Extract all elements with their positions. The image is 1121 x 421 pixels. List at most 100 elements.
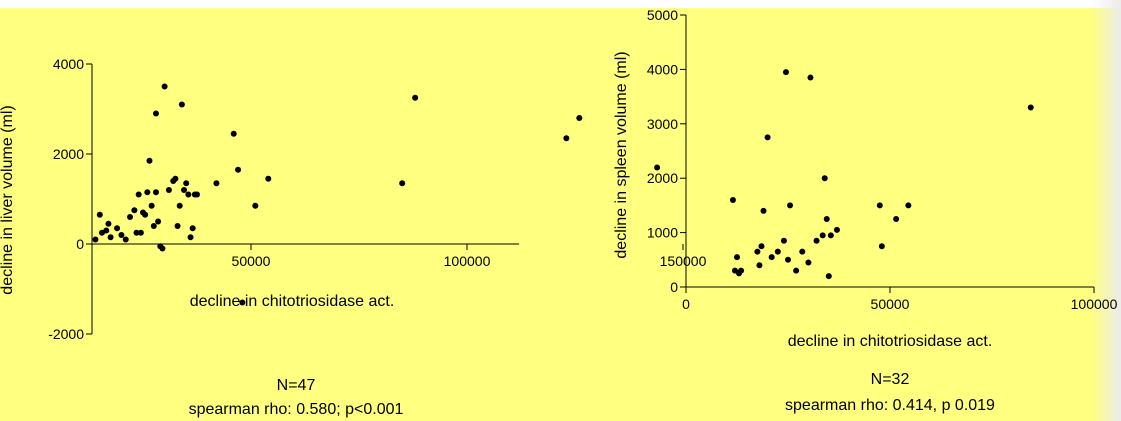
r-y-tick-label: 3000: [647, 116, 678, 132]
l-data-point: [144, 189, 151, 196]
l-x-tick-label: 150000: [660, 253, 707, 269]
l-data-point: [142, 211, 149, 218]
r-data-point: [756, 262, 763, 269]
l-y-tick-label: -2000: [48, 326, 84, 342]
l-data-point: [576, 115, 583, 121]
l-data-point: [133, 229, 140, 236]
l-data-point: [239, 299, 246, 306]
r-data-point: [774, 248, 781, 255]
r-data-point: [760, 207, 767, 214]
l-data-point: [122, 236, 129, 243]
liver-x-ticks: 50000 100000 150000: [232, 244, 707, 269]
r-data-point: [825, 273, 832, 280]
l-data-point: [159, 245, 166, 252]
spleen-x-ticks: 0 50000 100000: [682, 287, 1118, 312]
r-data-point: [813, 237, 820, 244]
r-y-tick-label: 2000: [647, 170, 678, 186]
l-data-point: [265, 175, 272, 182]
liver-y-axis-label: decline in liver volume (ml): [0, 105, 16, 294]
l-y-tick-label: 4000: [53, 56, 84, 72]
l-data-point: [654, 164, 661, 171]
edge-shadow: [1091, 0, 1121, 421]
l-y-tick-label: 0: [76, 236, 84, 252]
l-data-point: [230, 130, 237, 137]
spleen-points: [729, 69, 1034, 280]
r-data-point: [793, 267, 800, 274]
r-data-point: [827, 232, 834, 239]
spleen-sample-size: N=32: [871, 371, 910, 388]
l-data-point: [135, 191, 142, 198]
l-data-point: [172, 175, 179, 182]
r-data-point: [805, 259, 812, 266]
r-data-point: [787, 202, 794, 209]
liver-sample-size: N=47: [277, 377, 316, 394]
r-data-point: [821, 175, 828, 182]
l-data-point: [131, 207, 138, 214]
r-data-point: [758, 243, 765, 250]
l-data-point: [152, 189, 159, 196]
l-data-point: [399, 180, 406, 187]
l-data-point: [105, 220, 112, 227]
spleen-y-ticks: 0 1000 2000 3000 4000 5000: [647, 7, 686, 295]
liver-chart: 50000 100000 150000 -2000 0 2000 4000 decline…: [0, 56, 707, 418]
liver-points: [92, 83, 661, 306]
l-data-point: [146, 157, 153, 164]
r-data-point: [819, 232, 826, 239]
r-data-point: [799, 248, 806, 255]
l-data-point: [92, 236, 99, 243]
r-y-tick-label: 0: [670, 279, 678, 295]
r-data-point: [764, 134, 771, 141]
r-x-tick-label: 100000: [1071, 296, 1118, 312]
spleen-y-axis-label: decline in spleen volume (ml): [613, 51, 630, 258]
r-data-point: [729, 196, 736, 203]
l-data-point: [155, 218, 162, 225]
l-data-point: [165, 187, 172, 193]
r-data-point: [782, 69, 789, 76]
r-y-tick-label: 5000: [647, 7, 678, 23]
l-data-point: [176, 202, 183, 209]
r-x-tick-label: 50000: [871, 296, 910, 312]
l-x-tick-label: 50000: [232, 253, 271, 269]
spleen-x-axis-label: decline in chitotriosidase act.: [788, 333, 993, 350]
spleen-chart: 0 50000 100000 0 1000 2000 3000 4000 5000 decli…: [613, 7, 1118, 414]
r-data-point: [807, 74, 814, 81]
r-data-point: [876, 202, 883, 209]
l-data-point: [185, 191, 192, 198]
r-data-point: [1027, 104, 1034, 111]
l-data-point: [174, 223, 181, 229]
l-data-point: [127, 214, 134, 220]
l-data-point: [148, 202, 155, 209]
l-data-point: [152, 110, 159, 117]
r-data-point: [738, 267, 745, 274]
l-data-point: [213, 180, 220, 187]
r-data-point: [833, 226, 840, 233]
l-x-tick-label: 100000: [444, 253, 491, 269]
r-data-point: [768, 254, 775, 261]
r-data-point: [823, 216, 830, 222]
liver-correlation-stat: spearman rho: 0.580; p<0.001: [189, 401, 404, 418]
l-data-point: [137, 229, 144, 236]
r-data-point: [754, 248, 761, 255]
l-data-point: [96, 211, 103, 218]
l-data-point: [181, 187, 188, 193]
l-data-point: [178, 101, 185, 108]
r-data-point: [905, 202, 912, 209]
r-x-tick-label: 0: [682, 296, 690, 312]
r-data-point: [780, 237, 787, 244]
l-data-point: [107, 234, 114, 241]
l-data-point: [187, 234, 194, 241]
liver-x-axis-label: decline in chitotriosidase act.: [190, 293, 395, 310]
r-y-tick-label: 4000: [647, 61, 678, 77]
spleen-correlation-stat: spearman rho: 0.414, p 0.019: [785, 397, 995, 414]
liver-y-ticks: -2000 0 2000 4000: [48, 56, 92, 342]
r-data-point: [878, 243, 885, 250]
l-data-point: [412, 94, 419, 101]
r-data-point: [734, 254, 740, 261]
panel-background: [0, 8, 1121, 421]
l-data-point: [150, 223, 157, 229]
l-data-point: [118, 232, 125, 238]
l-data-point: [563, 135, 570, 142]
l-data-point: [189, 225, 196, 232]
